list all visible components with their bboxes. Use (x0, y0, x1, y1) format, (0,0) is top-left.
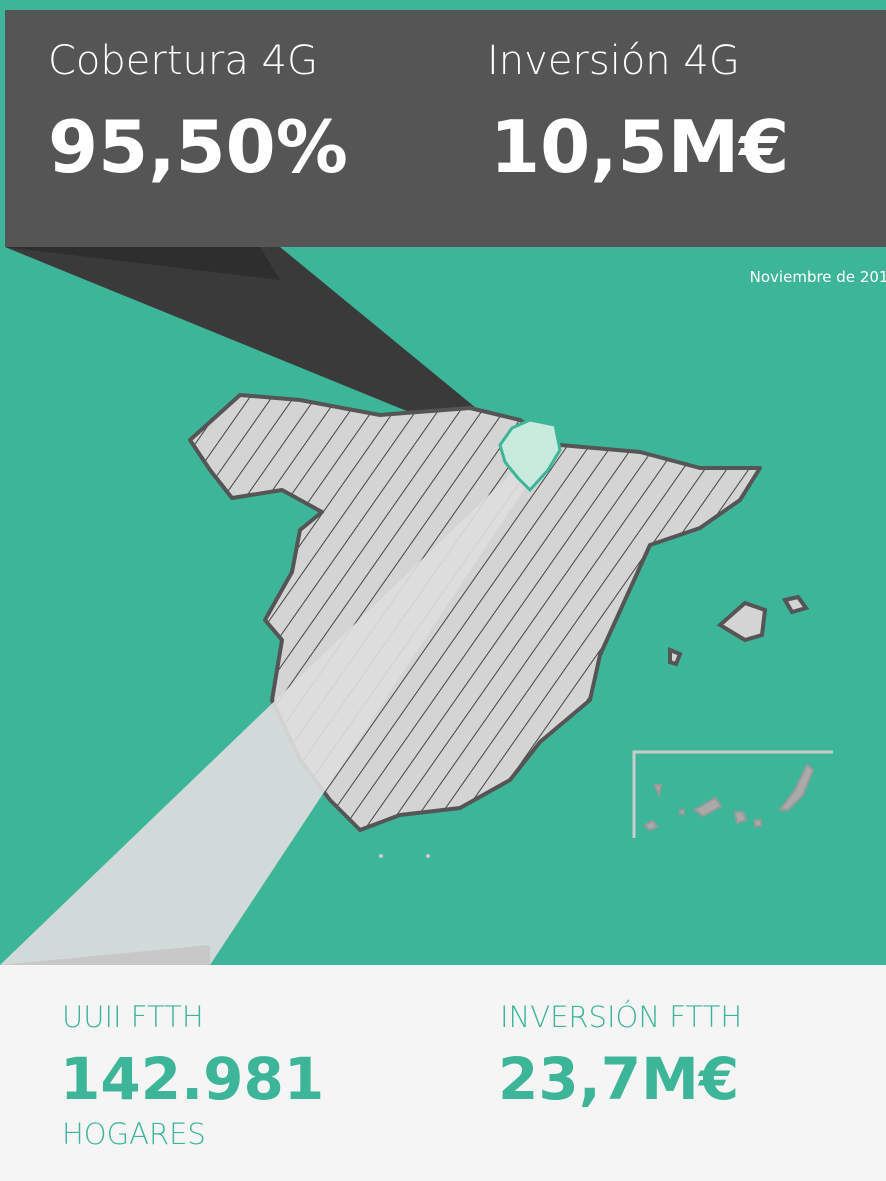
balearics (668, 594, 810, 667)
beam-edge (0, 945, 210, 965)
stat-unit: HOGARES (62, 1117, 206, 1151)
stat-value: 142.981 (60, 1045, 325, 1113)
date: Noviembre de 2018 (749, 268, 886, 286)
canary-islands (643, 763, 815, 832)
stat-label: INVERSIÓN FTTH (500, 1000, 743, 1034)
islet (426, 854, 430, 858)
beam (0, 470, 530, 965)
stat-value: 10,5M€ (490, 105, 790, 189)
stat-value: 23,7M€ (498, 1045, 740, 1113)
stat-label: Inversión 4G (487, 38, 740, 84)
canary-frame (632, 750, 833, 838)
islet (379, 854, 383, 858)
shadow (5, 247, 515, 445)
stat-value: 95,50% (48, 105, 348, 189)
stat-label: Cobertura 4G (48, 38, 318, 84)
shadow-fold (5, 247, 280, 280)
navarra (498, 418, 562, 493)
stat-label: UUII FTTH (62, 1000, 204, 1034)
top-panel (5, 10, 886, 247)
bottom-panel (0, 965, 886, 1181)
